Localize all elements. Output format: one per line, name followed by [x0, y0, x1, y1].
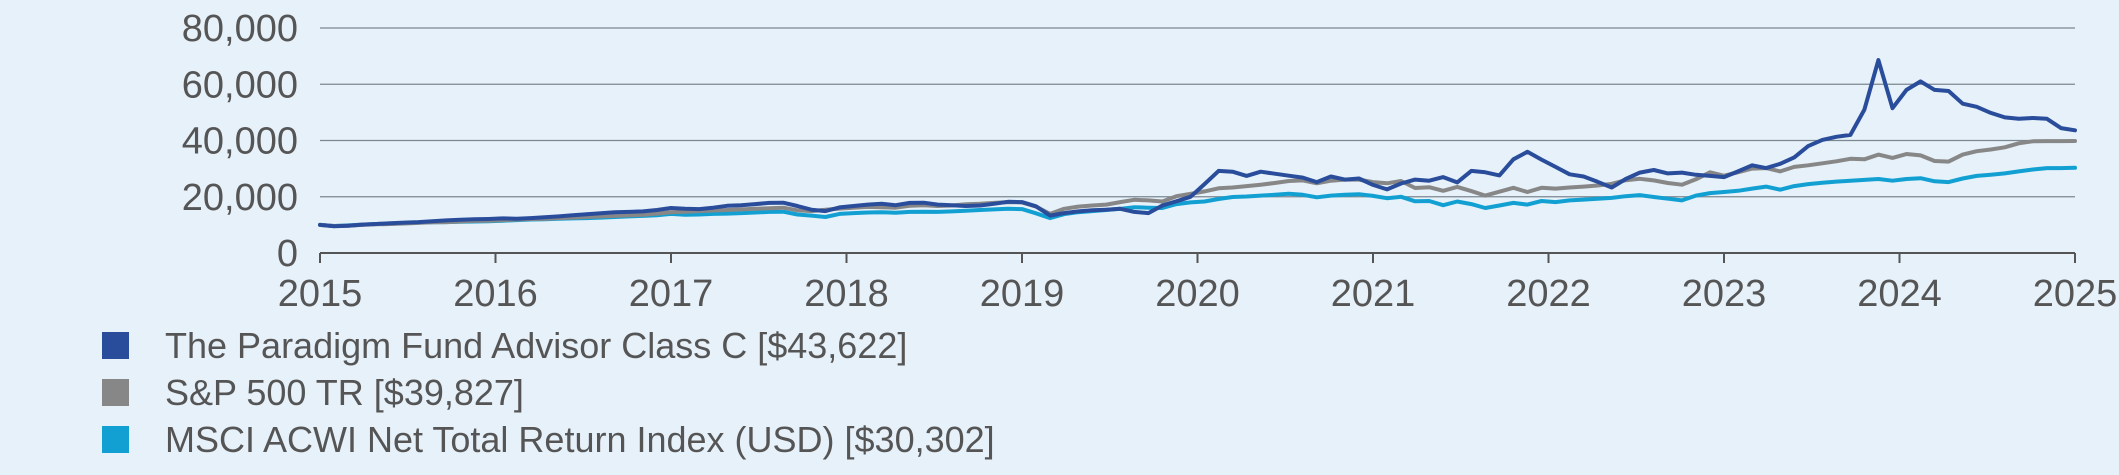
x-tick-label: 2024: [1857, 273, 1942, 315]
y-tick-label: 60,000: [182, 64, 298, 106]
y-tick-label: 40,000: [182, 121, 298, 163]
series-lines: [318, 58, 2077, 229]
legend-swatch-msci-acwi: [102, 426, 129, 453]
x-axis: [319, 252, 2076, 263]
y-tick-label: 80,000: [182, 8, 298, 50]
y-gridlines: [320, 27, 2075, 198]
chart-legend: The Paradigm Fund Advisor Class C [$43,6…: [102, 322, 995, 463]
legend-label-paradigm-fund: The Paradigm Fund Advisor Class C [$43,6…: [165, 324, 908, 366]
legend-swatch-sp500: [102, 379, 129, 406]
x-tick-label: 2022: [1506, 273, 1591, 315]
legend-label-sp500: S&P 500 TR [$39,827]: [165, 371, 524, 413]
x-tick-label: 2016: [453, 273, 538, 315]
x-tick-labels: 2015 2016 2017 2018 2019 2020 2021 2022 2023 2024…: [278, 273, 2118, 315]
legend-label-msci-acwi: MSCI ACWI Net Total Return Index (USD) […: [165, 418, 995, 460]
x-tick-label: 2021: [1331, 273, 1416, 315]
x-tick-label: 2025: [2033, 273, 2118, 315]
legend-swatch-paradigm-fund: [102, 332, 129, 359]
legend-item-sp500: S&P 500 TR [$39,827]: [102, 369, 995, 416]
x-tick-label: 2023: [1682, 273, 1767, 315]
y-tick-labels: 0 20,000 40,000 60,000 80,000: [182, 8, 298, 275]
legend-item-msci-acwi: MSCI ACWI Net Total Return Index (USD) […: [102, 416, 995, 463]
x-tick-label: 2020: [1155, 273, 1240, 315]
x-tick-label: 2018: [804, 273, 889, 315]
x-tick-label: 2015: [278, 273, 363, 315]
y-tick-label: 0: [277, 233, 298, 275]
x-tick-label: 2017: [629, 273, 714, 315]
legend-item-paradigm-fund: The Paradigm Fund Advisor Class C [$43,6…: [102, 322, 995, 369]
series-line-paradigm-fund: [318, 58, 2077, 229]
x-tick-label: 2019: [980, 273, 1065, 315]
y-tick-label: 20,000: [182, 177, 298, 219]
